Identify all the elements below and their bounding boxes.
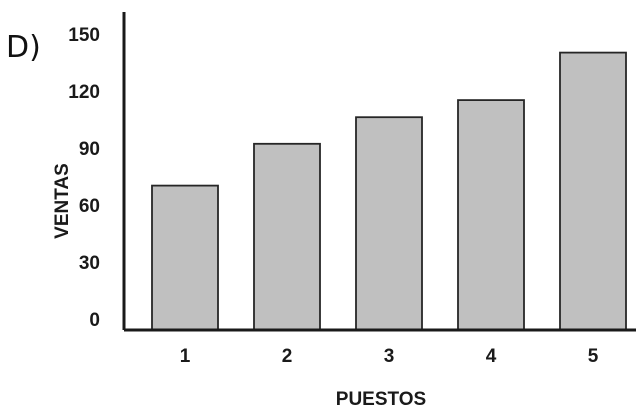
- y-tick-labels: 0 30 60 90 120 150: [68, 25, 100, 331]
- bar-5: [559, 51, 627, 331]
- y-tick-label-0: 0: [89, 310, 100, 331]
- bar-3: [355, 116, 423, 331]
- bar-2: [253, 142, 321, 331]
- y-tick-label-90: 90: [79, 139, 100, 160]
- bars-layer: [151, 51, 627, 331]
- x-tick-label-3: 3: [384, 346, 395, 367]
- x-tick-label-1: 1: [180, 346, 191, 367]
- x-axis-title: PUESTOS: [336, 389, 426, 409]
- y-tick-label-120: 120: [68, 82, 100, 103]
- y-axis-title: VENTAS: [52, 163, 73, 239]
- x-tick-label-4: 4: [486, 346, 497, 367]
- bar-4: [457, 99, 525, 331]
- x-tick-label-2: 2: [282, 346, 293, 367]
- x-tick-labels: 1 2 3 4 5: [180, 346, 599, 367]
- y-tick-label-60: 60: [79, 196, 100, 217]
- option-label: D): [6, 30, 41, 65]
- y-tick-label-150: 150: [68, 25, 100, 46]
- bar-1: [151, 184, 219, 331]
- x-tick-label-5: 5: [588, 346, 599, 367]
- y-tick-label-30: 30: [79, 253, 100, 274]
